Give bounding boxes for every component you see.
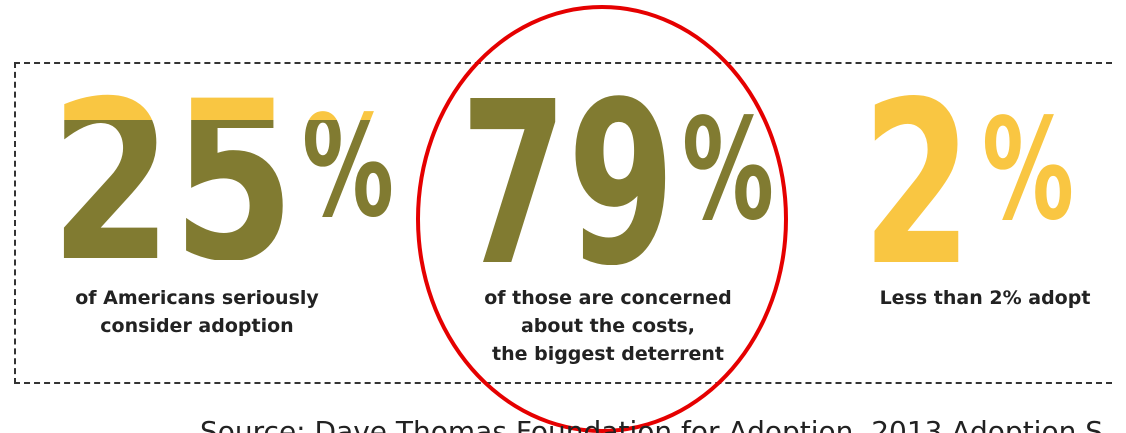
stat-25-caption-line1: of Americans seriously (75, 287, 319, 309)
svg-text:79: 79 (460, 70, 675, 265)
stat-79-caption-line1: of those are concerned (484, 287, 732, 309)
svg-text:%: % (302, 86, 394, 249)
stat-79-caption-line3: the biggest deterrent (491, 343, 724, 365)
stat-25-caption: of Americans seriously consider adoption (52, 284, 342, 340)
source-text: Source: Dave Thomas Foundation for Adopt… (200, 415, 1103, 433)
svg-text:2: 2 (862, 70, 972, 265)
svg-text:25: 25 (50, 70, 295, 260)
dashed-frame (14, 62, 1112, 384)
svg-text:%: % (682, 89, 774, 252)
svg-text:25: 25 (50, 70, 295, 260)
stat-79-number: 79 % (460, 70, 774, 265)
stat-25-number: 25 % 25 % (50, 70, 394, 260)
stat-2-caption: Less than 2% adopt (850, 284, 1120, 312)
stat-2-number: 2 % (862, 70, 1074, 265)
svg-text:%: % (302, 86, 394, 249)
stat-79-caption: of those are concerned about the costs, … (458, 284, 758, 368)
stat-79-caption-line2: about the costs, (520, 315, 696, 337)
stat-25-caption-line2: consider adoption (100, 315, 294, 337)
svg-text:%: % (982, 89, 1074, 252)
stat-2-caption-line1: Less than 2% adopt (879, 287, 1091, 309)
